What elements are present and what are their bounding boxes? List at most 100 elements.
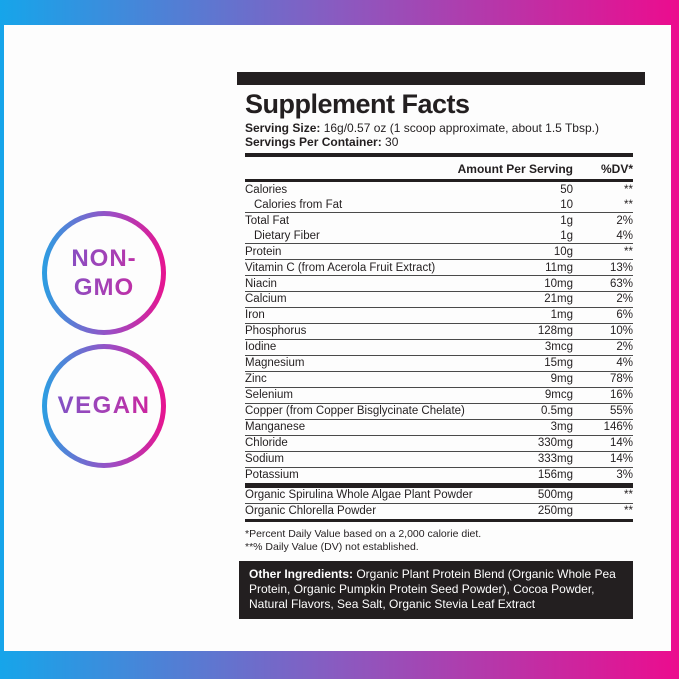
nutrient-daily-value: 14%: [609, 437, 633, 450]
rule-after-blend-section: [245, 518, 633, 522]
non-gmo-badge: NON- GMO: [42, 211, 166, 335]
table-row: Potassium 156mg 3%: [245, 466, 633, 483]
nutrient-amount: 10: [560, 198, 573, 211]
nutrient-name: Calories from Fat: [254, 198, 343, 211]
nutrient-name: Zinc: [245, 373, 267, 386]
nutrient-amount: 10g: [553, 245, 573, 258]
serving-size-label: Serving Size:: [245, 121, 321, 135]
footnote-daily-value: *Percent Daily Value based on a 2,000 ca…: [245, 527, 482, 540]
table-row: Zinc 9mg 78%: [245, 370, 633, 387]
vegan-badge: VEGAN: [42, 344, 166, 468]
table-row: Magnesium 15mg 4%: [245, 354, 633, 371]
nutrient-daily-value: 55%: [609, 405, 633, 418]
nutrient-name: Manganese: [245, 421, 306, 434]
nutrient-daily-value: 16%: [609, 389, 633, 402]
nutrient-name: Dietary Fiber: [254, 229, 320, 242]
nutrient-daily-value: 2%: [616, 341, 633, 354]
table-row: Calcium 21mg 2%: [245, 290, 633, 307]
table-row: Chloride 330mg 14%: [245, 434, 633, 451]
nutrient-amount: 9mg: [550, 373, 573, 386]
footnote-dv-not-established: **% Daily Value (DV) not established.: [245, 540, 419, 553]
table-row: Calories from Fat 10 **: [245, 197, 633, 212]
nutrient-name: Organic Chlorella Powder: [245, 505, 377, 518]
other-ingredients-label: Other Ingredients:: [249, 566, 354, 581]
nutrient-amount: 0.5mg: [541, 405, 573, 418]
nutrient-name: Iodine: [245, 341, 277, 354]
serving-size-value: 16g/0.57 oz (1 scoop approximate, about …: [320, 121, 599, 135]
table-row: Iodine 3mcg 2%: [245, 338, 633, 355]
servings-label: Servings Per Container:: [245, 135, 382, 149]
nutrient-daily-value: 146%: [603, 421, 633, 434]
nutrient-daily-value: 2%: [616, 293, 633, 306]
table-row: Copper (from Copper Bisglycinate Chelate…: [245, 402, 633, 419]
nutrient-amount: 3mcg: [544, 341, 573, 354]
nutrient-amount: 330mg: [537, 437, 573, 450]
nutrient-daily-value: 14%: [609, 453, 633, 466]
nutrient-name: Copper (from Copper Bisglycinate Chelate…: [245, 405, 465, 418]
nutrient-amount: 11mg: [545, 261, 573, 274]
blend-table: Organic Spirulina Whole Algae Plant Powd…: [245, 488, 633, 519]
nutrient-daily-value: 13%: [609, 261, 633, 274]
other-ingredients-text: Organic Plant Protein Blend (Organic Who…: [249, 566, 616, 611]
nutrient-amount: 21mg: [544, 293, 573, 306]
non-gmo-line-2: GMO: [73, 274, 135, 301]
other-ingredients-box: Other Ingredients: Organic Plant Protein…: [239, 560, 633, 619]
table-row: Organic Spirulina Whole Algae Plant Powd…: [245, 488, 633, 503]
page-background: [4, 25, 671, 651]
nutrient-amount: 500mg: [537, 489, 573, 502]
nutrient-daily-value: 4%: [616, 357, 633, 370]
table-row: Selenium 9mcg 16%: [245, 386, 633, 403]
nutrient-name: Iron: [245, 309, 265, 322]
nutrient-name: Organic Spirulina Whole Algae Plant Powd…: [245, 489, 473, 502]
non-gmo-badge-label: NON- GMO: [42, 211, 166, 335]
nutrient-name: Calcium: [245, 293, 287, 306]
vegan-line-1: VEGAN: [57, 392, 151, 420]
non-gmo-line-1: NON-: [71, 244, 137, 272]
nutrient-amount: 50: [560, 183, 573, 196]
table-row: Niacin 10mg 63%: [245, 274, 633, 291]
nutrient-daily-value: **: [624, 505, 633, 518]
panel-title: Supplement Facts: [245, 89, 470, 119]
table-header-row: Amount Per Serving %DV*: [245, 157, 633, 182]
nutrient-name: Vitamin C (from Acerola Fruit Extract): [245, 261, 436, 274]
nutrient-amount: 1g: [560, 214, 573, 227]
nutrient-amount: 156mg: [537, 469, 573, 482]
nutrient-amount: 333mg: [537, 453, 573, 466]
table-row: Protein 10g **: [245, 242, 633, 259]
nutrient-name: Calories: [245, 183, 288, 196]
nutrient-daily-value: 10%: [609, 325, 633, 338]
serving-size-line: Serving Size: 16g/0.57 oz (1 scoop appro…: [245, 121, 633, 135]
servings-per-container-line: Servings Per Container: 30: [245, 135, 633, 149]
table-row: Iron 1mg 6%: [245, 306, 633, 323]
nutrient-name: Potassium: [245, 469, 299, 482]
table-row: Manganese 3mg 146%: [245, 418, 633, 435]
nutrient-amount: 3mg: [550, 421, 573, 434]
table-row: Organic Chlorella Powder 250mg **: [245, 502, 633, 519]
nutrient-amount: 1g: [560, 229, 573, 242]
table-row: Phosphorus 128mg 10%: [245, 322, 633, 339]
nutrient-daily-value: **: [624, 183, 633, 196]
nutrient-name: Sodium: [245, 453, 284, 466]
nutrient-daily-value: 2%: [616, 214, 633, 227]
nutrient-daily-value: **: [624, 198, 633, 211]
table-row: Dietary Fiber 1g 4%: [245, 228, 633, 243]
vegan-badge-label: VEGAN: [42, 344, 166, 468]
supplement-facts-panel: Supplement Facts Serving Size: 16g/0.57 …: [237, 72, 645, 619]
nutrient-name: Selenium: [245, 389, 293, 402]
nutrient-daily-value: 3%: [616, 469, 633, 482]
nutrient-name: Chloride: [245, 437, 288, 450]
nutrient-amount: 15mg: [544, 357, 573, 370]
nutrient-amount: 1mg: [550, 309, 573, 322]
nutrient-amount: 128mg: [537, 325, 573, 338]
nutrient-name: Niacin: [245, 277, 277, 290]
nutrient-amount: 9mcg: [544, 389, 573, 402]
nutrient-name: Total Fat: [245, 214, 290, 227]
nutrient-table: Calories 50 ** Calories from Fat 10 ** T…: [245, 182, 633, 483]
nutrient-amount: 10mg: [544, 277, 573, 290]
nutrient-amount: 250mg: [537, 505, 573, 518]
nutrient-daily-value: 78%: [609, 373, 633, 386]
table-row: Calories 50 **: [245, 182, 633, 197]
servings-value: 30: [381, 135, 399, 149]
nutrient-daily-value: 6%: [616, 309, 633, 322]
table-row: Total Fat 1g 2%: [245, 211, 633, 228]
